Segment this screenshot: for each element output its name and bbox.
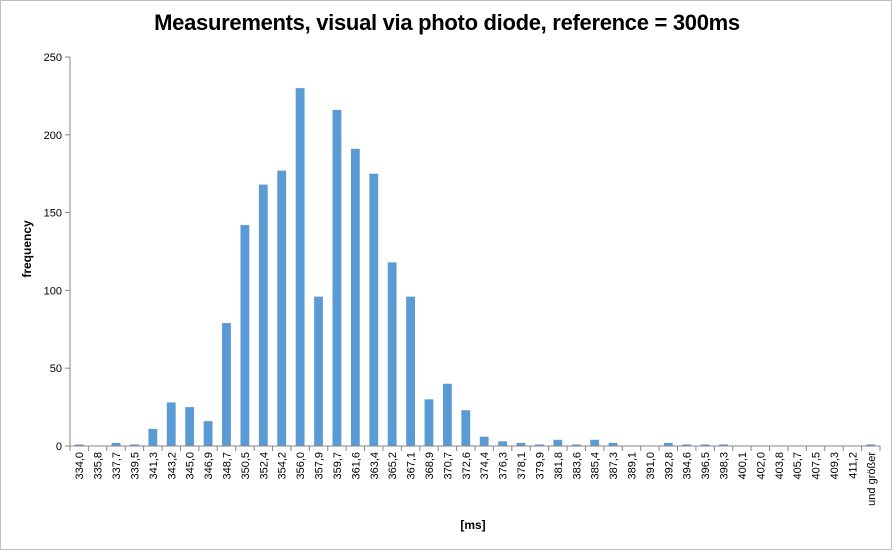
x-tick-label: 368,9 (424, 452, 436, 480)
x-tick-label: 403,8 (774, 452, 786, 480)
y-tick-label: 150 (44, 208, 62, 220)
x-tick-label: 392,8 (663, 452, 675, 480)
bar (369, 173, 379, 446)
bar (719, 444, 728, 446)
bar (535, 444, 544, 446)
x-tick-label: 335,8 (93, 452, 105, 480)
x-tick-label: 370,7 (442, 452, 454, 480)
x-tick-label: 379,9 (534, 452, 546, 480)
x-tick-label: und größer (866, 452, 878, 506)
x-tick-label: 376,3 (498, 452, 510, 480)
bar (166, 402, 176, 446)
bar (406, 296, 415, 446)
x-tick-label: 346,9 (203, 452, 215, 480)
x-tick-label: 387,3 (608, 452, 620, 480)
x-tick-label: 402,0 (755, 452, 767, 480)
bar (314, 296, 323, 446)
y-axis: 0 50 100 150 200 250 (44, 52, 71, 453)
bar (185, 407, 195, 446)
x-tick-label: 348,7 (221, 452, 233, 480)
x-tick-label: 354,2 (277, 452, 289, 480)
bar (111, 442, 121, 446)
bar (663, 442, 673, 446)
y-tick-label: 0 (56, 441, 62, 453)
x-tick-label: 405,7 (792, 452, 804, 480)
bar-series (74, 88, 876, 447)
x-tick-label: 389,1 (626, 452, 638, 480)
bar (240, 225, 250, 446)
bar (74, 444, 84, 446)
bar (222, 323, 231, 446)
x-tick-label: 352,4 (258, 452, 270, 480)
bar (516, 442, 526, 446)
bar (130, 444, 139, 446)
x-tick-label: 365,2 (387, 452, 399, 480)
y-tick-label: 100 (44, 285, 62, 297)
bar (608, 442, 618, 446)
x-axis: 334,0 335,8 337,7 339,5 341,3 343,2 345,0 346,9… (69, 445, 881, 506)
x-tick-label: 394,6 (682, 452, 694, 480)
bar (295, 88, 305, 447)
x-tick-label: 341,3 (148, 452, 160, 480)
x-tick-label: 367,1 (406, 452, 418, 480)
bar (442, 383, 452, 446)
bar (461, 410, 471, 446)
x-tick-label: 334,0 (74, 452, 86, 480)
x-tick-label: 381,8 (553, 452, 565, 480)
bar (498, 441, 508, 446)
x-tick-label: 361,6 (350, 452, 362, 480)
x-tick-label: 345,0 (185, 452, 197, 480)
y-tick-label: 250 (44, 52, 62, 64)
x-tick-label: 350,5 (240, 452, 252, 480)
bar (479, 436, 489, 446)
x-tick-label: 356,0 (295, 452, 307, 480)
x-tick-label: 391,0 (645, 452, 657, 480)
x-tick-label: 385,4 (590, 452, 602, 480)
x-tick-label: 396,5 (700, 452, 712, 480)
x-axis-label: [ms] (460, 518, 486, 532)
bar (424, 399, 434, 446)
x-tick-label: 383,6 (571, 452, 583, 480)
x-tick-label: 374,4 (479, 452, 491, 480)
bar (590, 439, 600, 446)
x-tick-label: 400,1 (737, 452, 749, 480)
x-tick-label: 357,9 (314, 452, 326, 480)
x-tick-label: 409,3 (829, 452, 841, 480)
bar (387, 262, 397, 446)
x-tick-label: 411,2 (847, 452, 859, 479)
bar (332, 109, 342, 447)
chart-title: Measurements, visual via photo diode, re… (154, 10, 740, 35)
bar (866, 444, 876, 446)
bar (148, 428, 158, 446)
bar (203, 421, 213, 446)
bar (277, 170, 287, 446)
bar (571, 444, 581, 446)
x-tick-label: 378,1 (516, 452, 528, 480)
bar (258, 184, 268, 447)
y-tick-label: 200 (44, 130, 62, 142)
bar (682, 444, 692, 446)
x-tick-label: 407,5 (811, 452, 823, 480)
x-tick-label: 372,6 (461, 452, 473, 480)
x-tick-label: 398,3 (719, 452, 731, 480)
bar (700, 444, 710, 446)
x-tick-label: 363,4 (369, 452, 381, 480)
x-tick-label: 337,7 (111, 452, 123, 480)
bar (553, 439, 563, 446)
x-tick-label: 339,5 (129, 452, 141, 480)
y-tick-label: 50 (50, 363, 62, 375)
x-tick-label: 359,7 (332, 452, 344, 480)
x-tick-label: 343,2 (166, 452, 178, 480)
bar (350, 148, 360, 446)
